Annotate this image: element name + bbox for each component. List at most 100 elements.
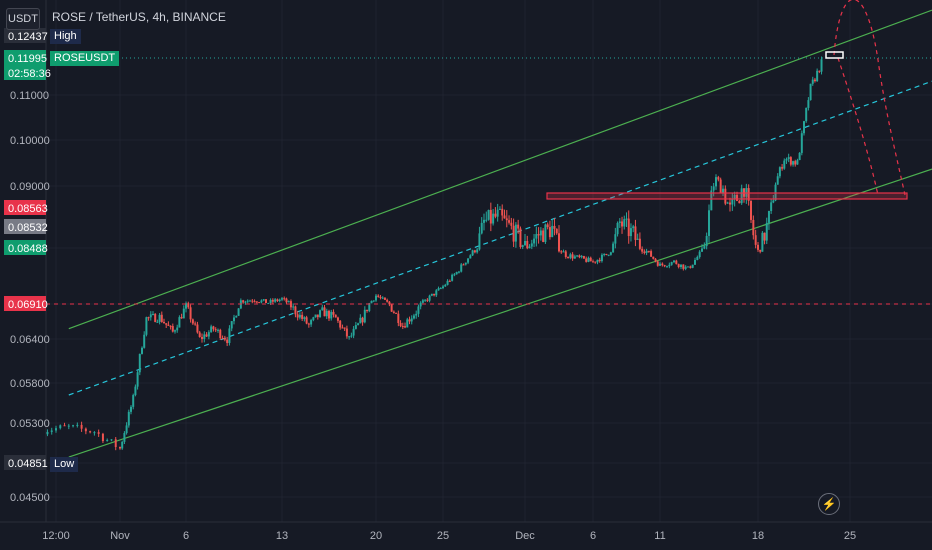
candle-body (457, 271, 460, 273)
candle-body (203, 334, 206, 339)
candle-body (262, 299, 265, 301)
candle-body (237, 308, 240, 316)
candle-body (813, 79, 816, 82)
candle-body (444, 284, 447, 287)
candle-body (214, 329, 217, 331)
candle-body (417, 306, 420, 314)
candle-body (233, 317, 235, 322)
candle-body (123, 432, 126, 442)
candle-body (357, 323, 360, 326)
candle-body (503, 215, 506, 219)
candle-body (301, 314, 304, 319)
candle-body (366, 309, 369, 311)
candle-body (781, 167, 784, 169)
price-tag-label: 0.06910 (8, 299, 48, 311)
price-tag-bg (4, 219, 46, 234)
candle-body (729, 202, 731, 205)
candle-body (321, 307, 324, 311)
candle-body (460, 264, 463, 272)
candle-body (736, 195, 738, 201)
candle-body (283, 298, 286, 300)
candle-body (127, 411, 130, 426)
candle-body (174, 330, 176, 332)
candle-body (368, 303, 371, 311)
currency-badge[interactable]: USDT (6, 8, 40, 30)
candle-body (765, 222, 768, 241)
candle-body (738, 200, 741, 204)
candle-body (580, 256, 583, 258)
candle-body (684, 266, 687, 269)
candle-body (585, 258, 588, 262)
candle-body (132, 395, 135, 407)
candle-body (544, 224, 547, 242)
channel-lower-line (68, 168, 932, 458)
candle-body (404, 326, 407, 328)
candle-body (636, 238, 639, 240)
candle-body (757, 244, 759, 250)
candle-body (198, 332, 201, 338)
candle-body (319, 310, 322, 318)
candle-body (726, 202, 729, 204)
symbol-price-label: ROSEUSDT (50, 51, 120, 66)
time-axis[interactable] (0, 522, 932, 550)
candle-body (419, 302, 422, 307)
candle-body (811, 79, 814, 84)
candle-body (97, 432, 100, 434)
candle-body (589, 257, 592, 262)
candle-body (643, 251, 646, 253)
candle-body (101, 433, 104, 442)
candle-body (249, 300, 251, 302)
candle-body (670, 262, 673, 265)
candle-body (375, 295, 377, 301)
candle-body (722, 188, 724, 193)
candle-body (392, 311, 395, 313)
candle-body (178, 317, 181, 328)
time-tick-label: 18 (752, 530, 764, 542)
candle-body (230, 321, 233, 329)
candle-body (514, 224, 517, 242)
price-tick-label: 0.05300 (10, 418, 50, 430)
candle-body (163, 321, 165, 324)
candle-body (176, 327, 179, 331)
candle-body (76, 424, 79, 426)
candle-body (492, 213, 495, 224)
candle-body (171, 326, 174, 332)
candle-body (379, 296, 382, 298)
candle-body (778, 167, 781, 177)
candle-body (663, 265, 666, 267)
candle-body (818, 70, 821, 72)
candle-body (621, 221, 624, 227)
candle-body (792, 161, 795, 165)
candle-body (298, 314, 301, 318)
candle-body (276, 299, 279, 301)
candle-body (510, 222, 513, 226)
candle-body (483, 219, 485, 223)
candle-body (632, 226, 635, 229)
lightning-icon[interactable]: ⚡ (818, 493, 840, 515)
candle-body (600, 254, 603, 262)
candle-body (675, 260, 678, 265)
candle-body (271, 299, 274, 302)
candle-body (641, 248, 644, 252)
candle-body (560, 251, 563, 253)
candle-body (614, 234, 617, 244)
candle-body (473, 250, 476, 253)
candle-body (246, 300, 249, 302)
price-tag-label: 0.11995 (8, 53, 47, 65)
price-tag-bg (4, 28, 46, 43)
candle-body (89, 431, 92, 433)
candle-body (698, 251, 701, 258)
candle-body (312, 317, 315, 321)
candle-body (160, 314, 163, 322)
candle-body (453, 274, 456, 276)
candle-body (399, 322, 402, 327)
candle-body (605, 253, 608, 255)
candle-body (594, 261, 597, 263)
candle-body (710, 190, 713, 211)
candle-body (625, 218, 628, 220)
candle-body (145, 317, 148, 335)
candle-body (708, 210, 710, 236)
candle-body (689, 266, 692, 268)
time-tick-label: Nov (110, 530, 130, 542)
